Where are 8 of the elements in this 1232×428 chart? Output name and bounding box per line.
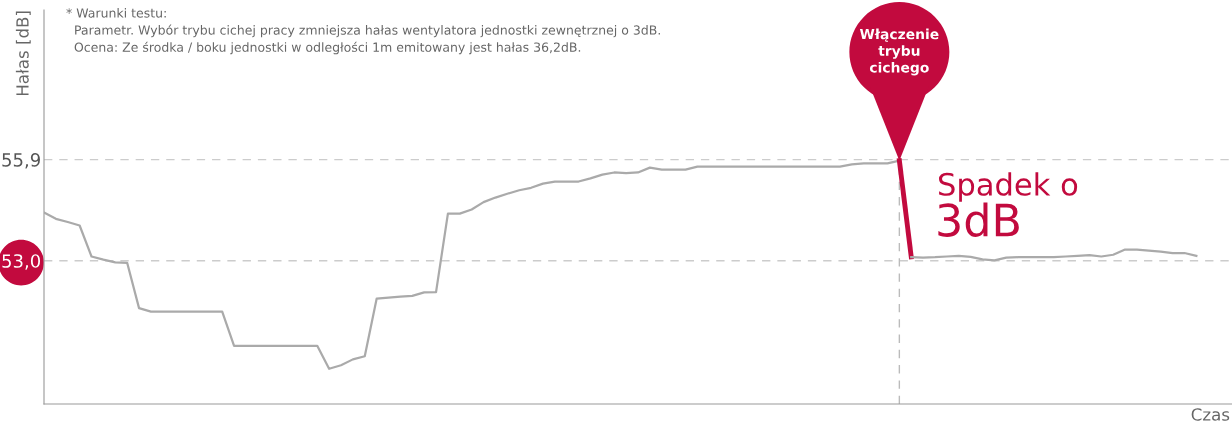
line-series	[910, 248, 1198, 262]
annotation: * Warunki testu: Parametr. Wybór trybu cichej pracy zmniejsza hałas wentylatora jednostki zewnętrznej o 3dB. Ocena: Ze środka / boku jednostki w odległości 1m emitowany jest hałas 36,2dB.	[66, 8, 660, 55]
annotation: Spadek o 3dB	[938, 172, 1078, 237]
y-axis-title: Hałas [dB]	[15, 11, 31, 96]
x-axis-title: Czas	[1191, 408, 1230, 421]
y-tick-label: 53,0	[2, 254, 41, 270]
annotation: Włączenie trybu cichego	[859, 28, 939, 76]
y-tick-label: 55,9	[2, 153, 40, 169]
